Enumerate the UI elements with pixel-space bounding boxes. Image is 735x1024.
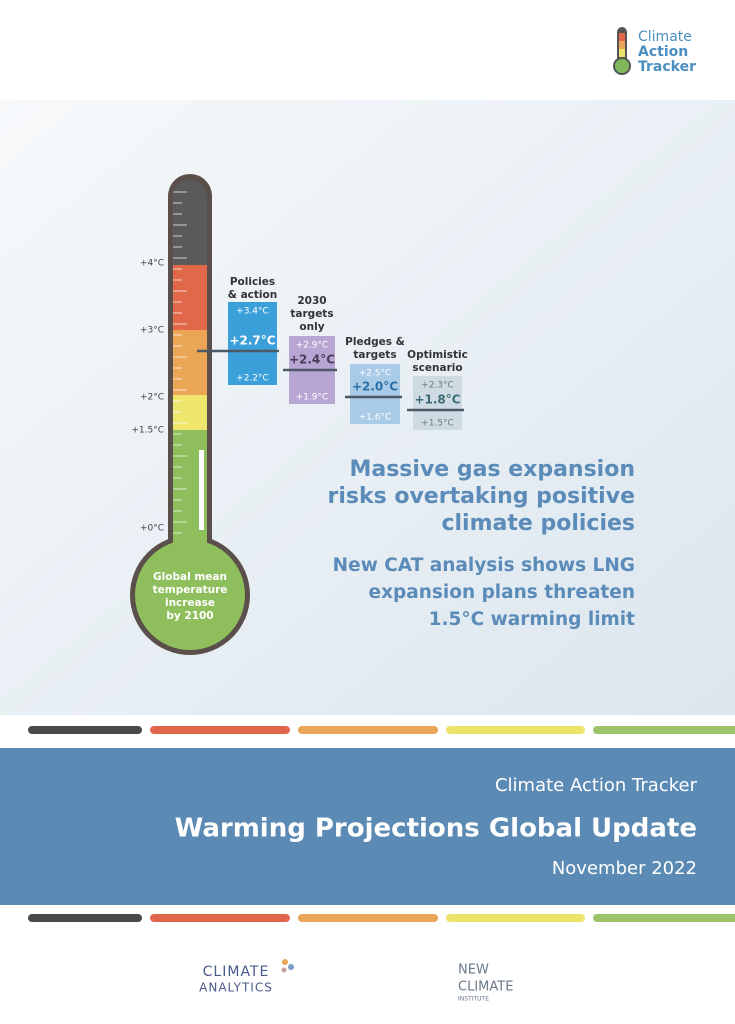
stripe xyxy=(150,914,290,922)
scenario-label: 2030 xyxy=(297,295,326,307)
footer-logo-text: CLIMATE xyxy=(203,964,270,980)
scenario-low: +1.9°C xyxy=(296,393,329,403)
scenario-box xyxy=(228,302,277,385)
bulb-label: Global mean xyxy=(153,571,227,583)
tick-label: +1.5°C xyxy=(131,426,164,436)
scenario-mid: +2.0°C xyxy=(352,380,398,394)
scenario-low: +1.6°C xyxy=(359,413,392,423)
logo-text: Tracker xyxy=(638,59,696,75)
stripe xyxy=(446,914,585,922)
stripe xyxy=(28,726,142,734)
scenario-high: +2.5°C xyxy=(359,369,392,379)
scenario-high: +2.3°C xyxy=(421,381,454,391)
scenario-label: only xyxy=(299,321,324,333)
logo-text: Action xyxy=(638,44,688,60)
footer-logo-text: NEW xyxy=(458,963,489,978)
scenario-label: Policies xyxy=(230,276,275,288)
headline-line: climate policies xyxy=(441,511,635,536)
scenario-label: Pledges & xyxy=(345,336,405,348)
bulb-label: by 2100 xyxy=(166,610,213,622)
subheadline-line: New CAT analysis shows LNG xyxy=(333,555,635,576)
headline-line: risks overtaking positive xyxy=(327,484,635,509)
banner-title: Warming Projections Global Update xyxy=(175,814,697,844)
banner-org: Climate Action Tracker xyxy=(495,775,698,796)
subheadline-line: expansion plans threaten xyxy=(369,582,635,603)
stripe xyxy=(150,726,290,734)
footer-logo-text: CLIMATE xyxy=(458,980,513,995)
stripe xyxy=(298,726,438,734)
footer-logo-dots xyxy=(281,959,294,973)
scenario-mid: +2.7°C xyxy=(229,334,275,348)
scenario-high: +3.4°C xyxy=(236,307,269,317)
stripe xyxy=(446,726,585,734)
scenario-label: targets xyxy=(353,349,396,361)
tick-label: +2°C xyxy=(140,393,164,403)
subheadline-line: 1.5°C warming limit xyxy=(429,609,636,630)
footer-logo-text: INSTITUTE xyxy=(458,996,489,1003)
logo-text: Climate xyxy=(638,29,692,45)
bulb-label: temperature xyxy=(153,584,228,596)
scenario-mid: +2.4°C xyxy=(289,353,335,367)
scenario-box xyxy=(413,376,462,430)
headline-line: Massive gas expansion xyxy=(349,457,635,482)
stripe xyxy=(593,726,735,734)
scenario-label: targets xyxy=(290,308,333,320)
scenario-high: +2.9°C xyxy=(296,341,329,351)
tick-label: +4°C xyxy=(140,259,164,269)
stripe xyxy=(593,914,735,922)
scenario-label: Optimistic xyxy=(407,349,468,361)
scenario-box xyxy=(350,364,400,424)
color-stripes xyxy=(28,726,735,922)
footer-logo-text: ANALYTICS xyxy=(199,981,273,995)
logo-icon xyxy=(613,27,631,75)
scenario-mid: +1.8°C xyxy=(414,393,460,407)
stripe xyxy=(28,914,142,922)
scenario-low: +2.2°C xyxy=(236,374,269,384)
scenario: Pledges &targets +2.5°C+2.0°C +1.6°C xyxy=(345,336,405,424)
scenario-label: scenario xyxy=(412,362,462,374)
title-banner xyxy=(0,748,735,905)
stripe xyxy=(298,914,438,922)
bulb-label: increase xyxy=(165,597,215,609)
tick-label: +3°C xyxy=(140,326,164,336)
scenario-low: +1.5°C xyxy=(421,419,454,429)
banner-date: November 2022 xyxy=(552,858,697,879)
scenario: Policies& action +3.4°C +2.7°C +2.2°C xyxy=(197,276,279,385)
scenario-label: & action xyxy=(228,289,277,301)
tick-label: +0°C xyxy=(140,524,164,534)
thermometer xyxy=(130,174,250,655)
